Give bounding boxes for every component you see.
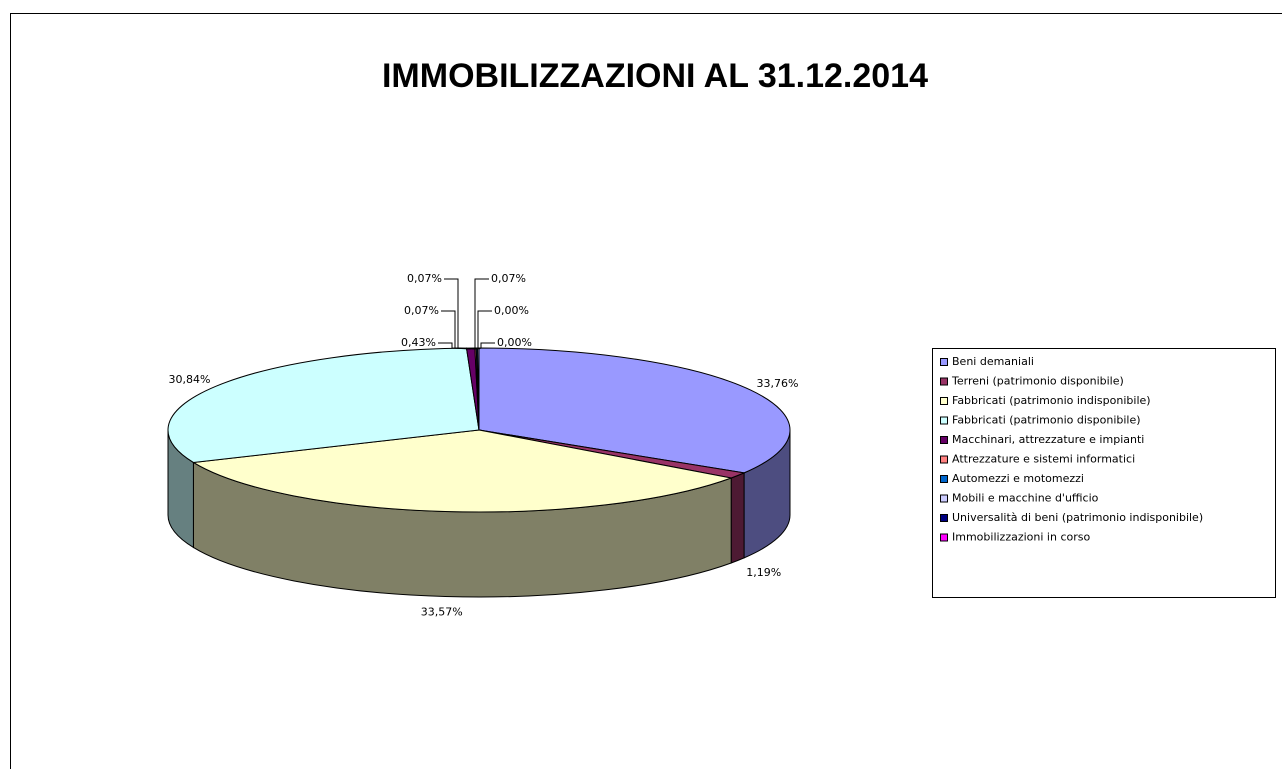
legend-label: Universalità di beni (patrimonio indispo… [952,511,1203,524]
legend-swatch [940,377,948,386]
legend-swatch [940,416,948,425]
pie-slice [478,347,791,474]
pie-slice [191,429,734,513]
leader-line [474,278,489,350]
legend-swatch [940,397,948,405]
leader-line [478,342,495,350]
leader-line [477,310,492,350]
leader-line [444,278,477,350]
legend-label: Beni demaniali [952,355,1034,368]
data-label: 33,76% [757,377,799,390]
data-label: 0,00% [494,304,529,317]
legend-swatch [940,533,948,542]
data-label: 1,19% [746,566,781,579]
legend-label: Terreni (patrimonio disponibile) [951,375,1124,388]
data-label: 33,57% [421,606,463,619]
legend-label: Automezzi e motomezzi [952,472,1084,485]
legend-label: Immobilizzazioni in corso [952,531,1090,544]
chart-frame [10,13,1282,769]
data-label: 0,00% [497,336,532,349]
chart-title: IMMOBILIZZAZIONI AL 31.12.2014 [382,57,928,95]
data-label: 0,07% [491,272,526,285]
legend-label: Attrezzature e sistemi informatici [952,453,1135,466]
legend-swatch [940,475,948,483]
legend-label: Fabbricati (patrimonio indisponibile) [952,394,1151,407]
legend-label: Macchinari, attrezzature e impianti [952,433,1144,446]
data-label: 30,84% [168,373,210,386]
legend-label: Mobili e macchine d'ufficio [952,492,1099,505]
legend-swatch [940,358,948,366]
legend-swatch [940,494,948,503]
pie-side [730,472,745,564]
data-label: 0,43% [401,336,436,349]
legend-swatch [940,455,948,464]
data-label: 0,07% [404,304,439,317]
legend-swatch [940,514,948,522]
legend-label: Fabbricati (patrimonio disponibile) [952,414,1141,427]
data-label: 0,07% [407,272,442,285]
legend-swatch [940,436,948,444]
legend-box [932,348,1276,598]
pie-slice [167,347,480,463]
